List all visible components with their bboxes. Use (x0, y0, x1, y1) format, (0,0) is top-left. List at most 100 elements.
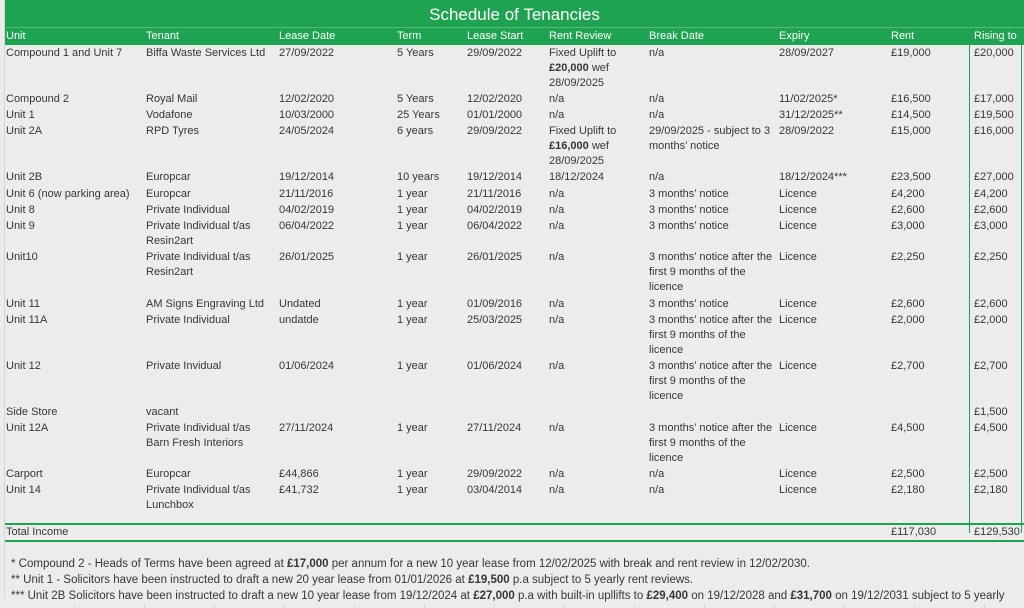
cell[interactable]: £2,600 (891, 298, 925, 310)
cell[interactable]: Licence (779, 468, 817, 480)
cell[interactable]: Fixed Uplift to £16,000 wef 28/09/2025 (549, 125, 617, 167)
cell[interactable]: £4,200 (891, 188, 925, 200)
cell[interactable]: 1 year (397, 251, 428, 263)
cell[interactable]: n/a (549, 220, 565, 232)
cell[interactable]: 1 year (397, 468, 428, 480)
cell[interactable]: £2,250 (974, 251, 1008, 263)
cell[interactable]: Licence (779, 422, 817, 434)
column-header-rent[interactable]: Rent (883, 28, 971, 45)
cell[interactable] (883, 404, 971, 420)
cell[interactable]: n/a (549, 251, 565, 263)
cell[interactable]: Licence (779, 298, 817, 310)
cell[interactable]: £15,000 (891, 125, 931, 137)
total-income-label[interactable]: Total Income (5, 523, 883, 542)
cell[interactable]: 3 months’ notice (649, 188, 729, 200)
cell[interactable]: n/a (549, 484, 565, 496)
cell[interactable]: 1 year (397, 204, 428, 216)
cell[interactable]: 04/02/2019 (279, 204, 335, 216)
cell[interactable]: £16,500 (891, 93, 931, 105)
cell[interactable]: Unit10 (6, 251, 38, 263)
cell[interactable]: 1 year (397, 484, 428, 496)
cell[interactable]: Unit 11 (6, 298, 41, 310)
cell[interactable]: AM Signs Engraving Ltd (146, 298, 265, 310)
cell[interactable] (276, 404, 394, 420)
cell[interactable]: Unit 2A (6, 125, 43, 137)
cell[interactable]: £3,000 (974, 220, 1008, 232)
cell[interactable]: £44,866 (279, 468, 319, 480)
cell[interactable]: 31/12/2025** (779, 109, 843, 121)
cell[interactable]: £2,000 (891, 314, 925, 326)
cell[interactable]: 18/12/2024*** (779, 171, 847, 183)
cell[interactable]: Private Individual t/as Barn Fresh Inter… (146, 422, 251, 449)
cell[interactable]: 29/09/2022 (467, 125, 523, 137)
cell[interactable]: £2,600 (974, 298, 1008, 310)
cell[interactable]: n/a (549, 204, 565, 216)
cell[interactable]: Undated (279, 298, 321, 310)
cell[interactable]: 1 year (397, 188, 428, 200)
cell[interactable]: Compound 1 and Unit 7 (6, 47, 123, 59)
cell[interactable]: 5 Years (397, 93, 434, 105)
cell[interactable]: 3 months’ notice (649, 204, 729, 216)
column-header-expiry[interactable]: Expiry (776, 28, 883, 45)
cell[interactable]: Compound 2 (6, 93, 69, 105)
cell[interactable]: Unit 11A (6, 314, 48, 326)
total-rising-value[interactable]: £129,530 (971, 523, 1024, 542)
cell[interactable]: 25/03/2025 (467, 314, 523, 326)
cell[interactable]: vacant (146, 406, 179, 418)
cell[interactable]: Unit 9 (6, 220, 35, 232)
cell[interactable]: Private Individual (146, 314, 230, 326)
column-header-unit[interactable]: Unit (5, 28, 143, 45)
cell[interactable]: £2,600 (974, 204, 1008, 216)
cell[interactable]: n/a (549, 422, 565, 434)
cell[interactable]: Side Store (6, 406, 58, 418)
cell[interactable]: £2,500 (891, 468, 925, 480)
cell[interactable] (776, 404, 883, 420)
cell[interactable]: £27,000 (974, 171, 1014, 183)
cell[interactable]: 01/06/2024 (467, 360, 523, 372)
cell[interactable]: Licence (779, 188, 817, 200)
cell[interactable]: Licence (779, 360, 817, 372)
cell[interactable]: 28/09/2027 (779, 47, 835, 59)
cell[interactable]: £17,000 (974, 93, 1014, 105)
cell[interactable]: 3 months’ notice after the first 9 month… (649, 314, 773, 356)
column-header-rent-review[interactable]: Rent Review (546, 28, 646, 45)
cell[interactable]: 01/01/2000 (467, 109, 523, 121)
column-header-break-date[interactable]: Break Date (646, 28, 776, 45)
cell[interactable]: 29/09/2022 (467, 47, 523, 59)
cell[interactable]: 10/03/2000 (279, 109, 335, 121)
cell[interactable]: 1 year (397, 360, 428, 372)
cell[interactable]: £20,000 (974, 47, 1014, 59)
cell[interactable]: £2,700 (891, 360, 925, 372)
cell[interactable]: 27/09/2022 (279, 47, 335, 59)
cell[interactable]: 1 year (397, 220, 428, 232)
cell[interactable]: Europcar (146, 188, 191, 200)
cell[interactable]: 06/04/2022 (279, 220, 335, 232)
cell[interactable]: Royal Mail (146, 93, 198, 105)
cell[interactable]: Unit 6 (now parking area) (6, 188, 130, 200)
cell[interactable]: £14,500 (891, 109, 931, 121)
cell[interactable]: 19/12/2014 (279, 171, 335, 183)
cell[interactable]: Vodafone (146, 109, 193, 121)
cell[interactable]: 21/11/2016 (467, 188, 522, 200)
cell[interactable]: £2,180 (891, 484, 925, 496)
cell[interactable]: n/a (649, 93, 665, 105)
cell[interactable]: 03/04/2014 (467, 484, 523, 496)
cell[interactable]: 3 months’ notice after the first 9 month… (649, 251, 773, 293)
total-rent-value[interactable]: £117,030 (883, 523, 971, 542)
cell[interactable]: £4,500 (891, 422, 925, 434)
cell[interactable]: £4,500 (974, 422, 1008, 434)
cell[interactable]: Private Individual t/as Lunchbox (146, 484, 251, 511)
cell[interactable]: Licence (779, 220, 817, 232)
cell[interactable]: 27/11/2024 (467, 422, 522, 434)
cell[interactable]: Private Individual (146, 204, 230, 216)
column-header-lease-start[interactable]: Lease Start (464, 28, 546, 45)
cell[interactable] (646, 404, 776, 420)
cell[interactable]: 3 months’ notice after the first 9 month… (649, 360, 773, 402)
cell[interactable]: 27/11/2024 (279, 422, 334, 434)
cell[interactable]: Licence (779, 251, 817, 263)
cell[interactable]: n/a (549, 468, 565, 480)
cell[interactable]: 3 months’ notice (649, 298, 729, 310)
cell[interactable]: £2,600 (891, 204, 925, 216)
cell[interactable]: 26/01/2025 (467, 251, 523, 263)
cell[interactable]: £2,500 (974, 468, 1008, 480)
